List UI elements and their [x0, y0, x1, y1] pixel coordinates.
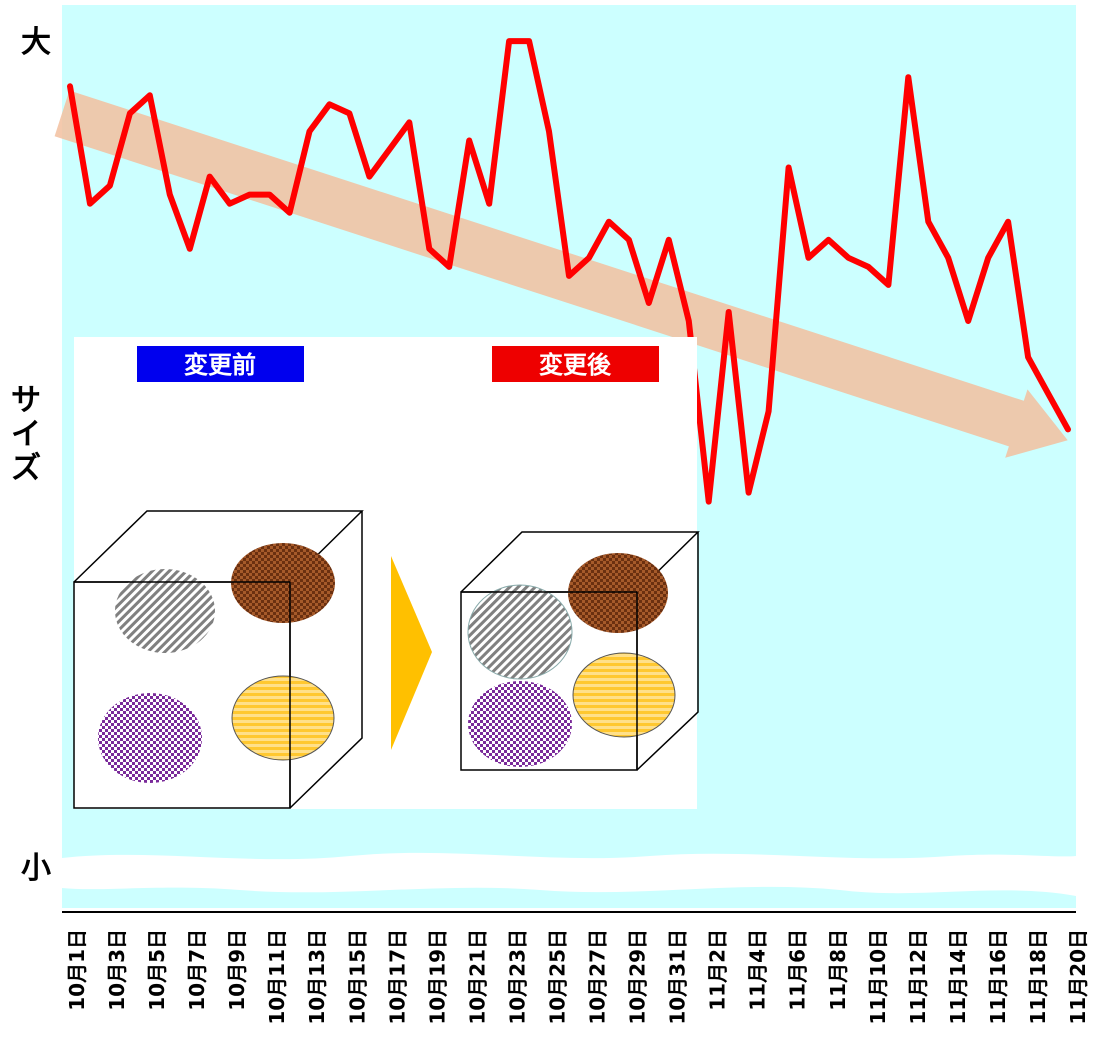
x-tick-label: 10月27日	[586, 929, 610, 1025]
y-axis-label: サイズ	[11, 383, 41, 486]
x-tick-label: 11月6日	[786, 929, 810, 1011]
x-tick-label: 10月17日	[385, 929, 409, 1025]
y-bottom-label: 小	[21, 851, 51, 886]
x-tick-label: 10月5日	[145, 929, 169, 1011]
after-label: 変更後	[539, 351, 612, 379]
before-purple-item	[98, 693, 202, 783]
trend-arrow	[54, 90, 1068, 458]
x-tick-label: 10月23日	[505, 929, 529, 1025]
x-tick-label: 10月21日	[465, 929, 489, 1025]
x-tick-label: 11月16日	[986, 929, 1010, 1025]
x-tick-label: 10月25日	[546, 929, 570, 1025]
x-tick-label: 10月1日	[65, 929, 89, 1011]
x-tick-label: 10月11日	[265, 929, 289, 1025]
after-gray-item	[467, 584, 573, 680]
x-tick-label: 10月7日	[185, 929, 209, 1011]
after-brown-item	[568, 553, 668, 633]
x-tick-label: 10月19日	[425, 929, 449, 1025]
before-yellow-item	[231, 675, 335, 761]
after-yellow-item	[572, 652, 676, 738]
x-tick-label: 11月8日	[826, 929, 850, 1011]
x-tick-label: 10月29日	[626, 929, 650, 1025]
x-tick-label: 10月13日	[305, 929, 329, 1025]
transition-arrow-icon	[391, 556, 432, 750]
x-tick-label: 10月31日	[666, 929, 690, 1025]
x-tick-label: 10月15日	[345, 929, 369, 1025]
before-after-illustration: 変更前 変更後	[73, 337, 700, 809]
after-purple-item	[468, 681, 572, 767]
before-gray-item	[115, 569, 215, 653]
x-tick-label: 11月4日	[746, 929, 770, 1011]
axis-break-band	[62, 852, 1076, 896]
x-tick-label: 11月12日	[906, 929, 930, 1025]
series-line	[67, 38, 1071, 505]
x-tick-label: 11月20日	[1066, 929, 1090, 1025]
x-tick-label: 11月14日	[946, 929, 970, 1025]
after-badge	[492, 346, 659, 382]
before-brown-item	[231, 543, 335, 623]
x-tick-label: 11月10日	[866, 929, 890, 1025]
x-tick-labels: 10月1日 10月3日 10月5日 10月7日 10月9日 10月11日 10月13日 10月…	[65, 929, 1090, 1025]
y-top-label: 大	[21, 25, 51, 60]
x-tick-label: 11月18日	[1026, 929, 1050, 1025]
x-tick-label: 11月2日	[706, 929, 730, 1011]
x-tick-label: 10月3日	[105, 929, 129, 1011]
before-badge-box	[137, 346, 304, 382]
x-tick-label: 10月9日	[225, 929, 249, 1011]
before-label: 変更前	[184, 351, 256, 379]
